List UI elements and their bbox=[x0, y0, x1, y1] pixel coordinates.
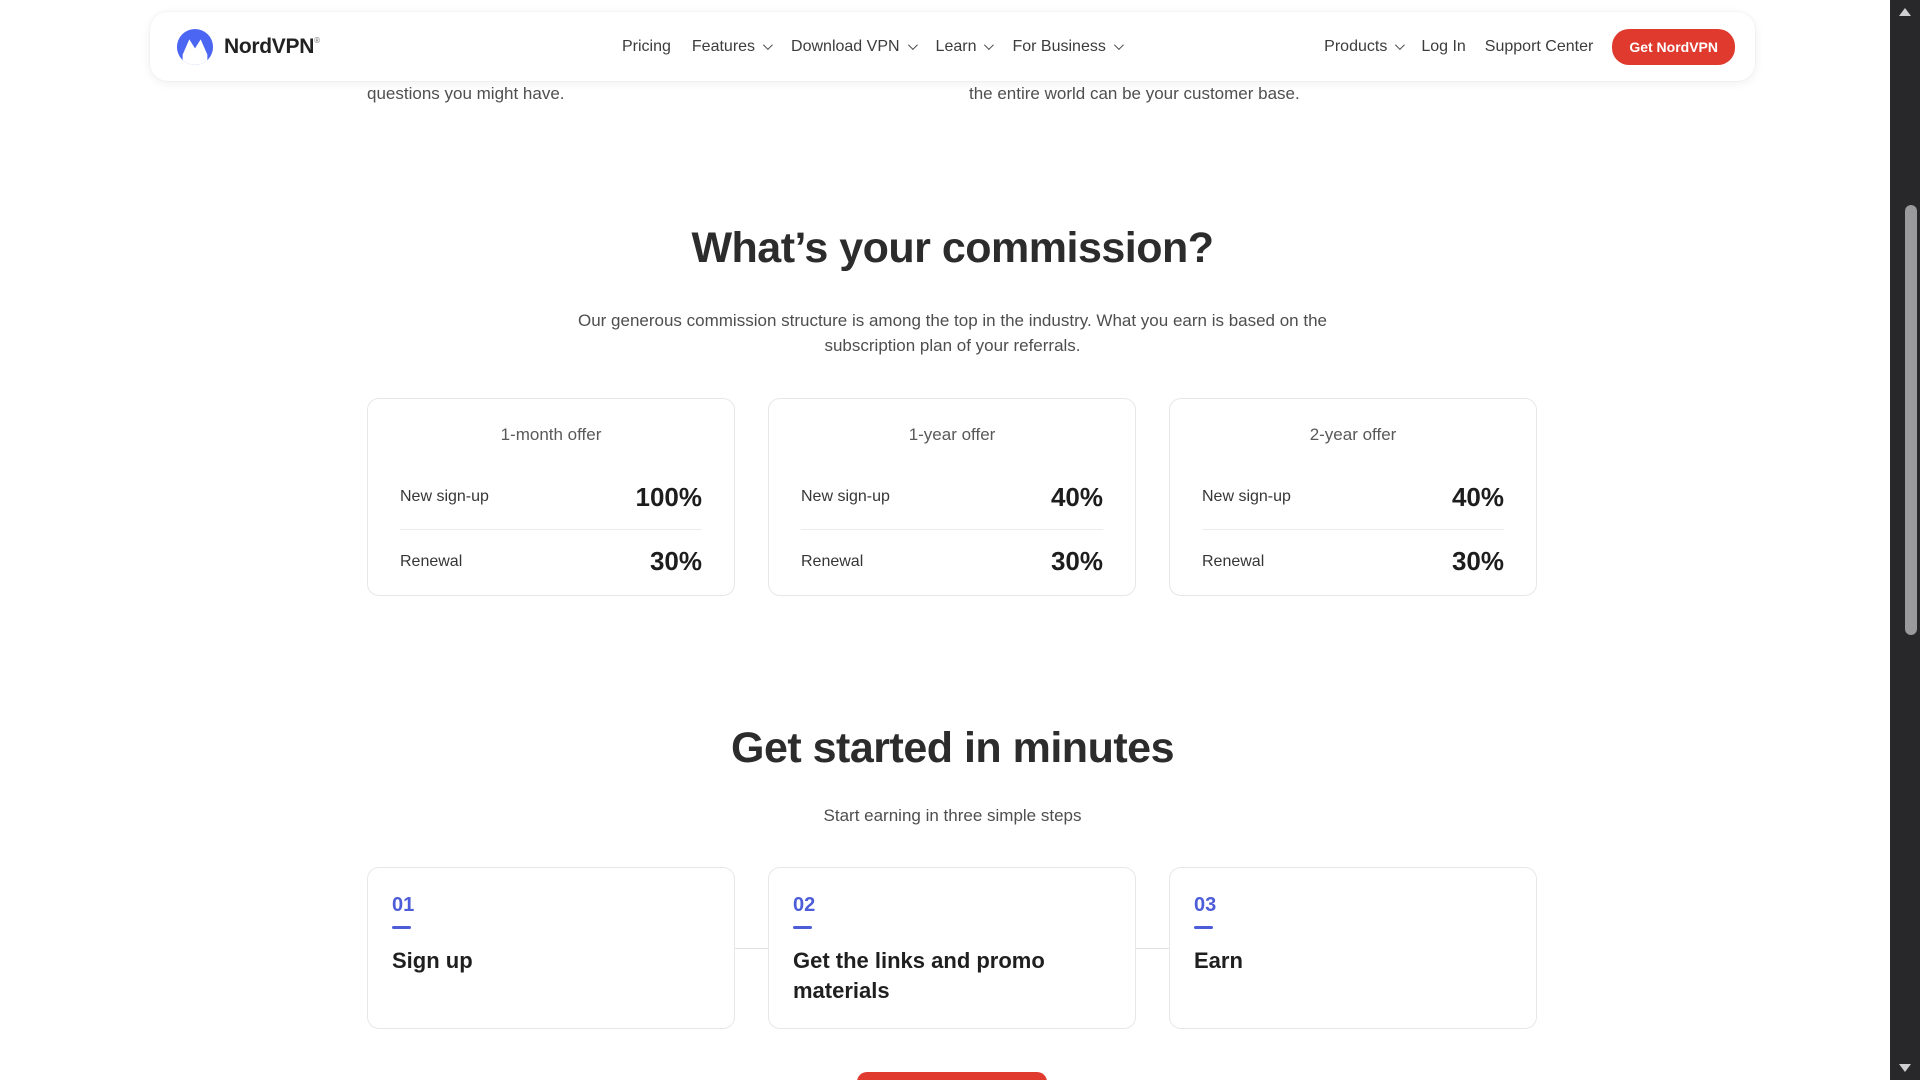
offer-row: Renewal 30% bbox=[400, 529, 702, 593]
nav-label: Pricing bbox=[622, 37, 671, 55]
nav-label: For Business bbox=[1012, 37, 1106, 55]
nav-label: Features bbox=[691, 37, 756, 55]
step-number: 01 bbox=[392, 894, 415, 916]
step-card-earn: 03 Earn bbox=[1169, 867, 1537, 1029]
step-number-underline bbox=[793, 926, 812, 929]
steps-cards-row: 01 Sign up 02 Get the links and promo ma… bbox=[367, 867, 1538, 1029]
previous-section-text-left: questions you might have. bbox=[367, 84, 565, 103]
step-card-sign-up: 01 Sign up bbox=[367, 867, 735, 1029]
steps-section-subtitle: Start earning in three simple steps bbox=[823, 806, 1082, 825]
nav-label: Products bbox=[1324, 37, 1388, 55]
offer-card-1-month: 1-month offer New sign-up 100% Renewal 3… bbox=[367, 398, 735, 596]
vertical-scrollbar[interactable] bbox=[1890, 0, 1920, 1080]
nav-label: Log In bbox=[1421, 37, 1466, 55]
offer-card-2-year: 2-year offer New sign-up 40% Renewal 30% bbox=[1169, 398, 1537, 596]
step-number: 03 bbox=[1194, 894, 1217, 916]
scrollbar-down-arrow-icon[interactable] bbox=[1899, 1064, 1911, 1072]
step-number-underline bbox=[392, 926, 411, 929]
offer-row-label: Renewal bbox=[801, 552, 864, 570]
offer-row-value: 40% bbox=[1050, 481, 1103, 512]
offer-row: New sign-up 40% bbox=[801, 465, 1103, 529]
nav-item-download-vpn[interactable]: Download VPN bbox=[791, 37, 918, 56]
commission-cards-row: 1-month offer New sign-up 100% Renewal 3… bbox=[367, 398, 1538, 596]
step-card-get-links: 02 Get the links and promo materials bbox=[768, 867, 1136, 1029]
offer-row-label: New sign-up bbox=[801, 488, 890, 505]
step-number-underline bbox=[1194, 926, 1213, 929]
step-connector-line bbox=[1136, 948, 1170, 949]
offer-row-label: Renewal bbox=[400, 552, 463, 570]
nav-right-group: Products Log In Support Center Get NordV… bbox=[1324, 12, 1735, 81]
nav-item-features[interactable]: Features bbox=[691, 37, 773, 56]
offer-row: Renewal 30% bbox=[1202, 529, 1504, 593]
step-number: 02 bbox=[793, 894, 816, 916]
offer-row-value: 30% bbox=[649, 546, 702, 576]
nav-label: Support Center bbox=[1484, 37, 1594, 55]
step-title: Get the links and promo materials bbox=[793, 948, 1045, 1003]
nav-label: Learn bbox=[935, 37, 977, 55]
offer-title: 1-year offer bbox=[908, 425, 996, 444]
nav-label: Download VPN bbox=[791, 37, 900, 55]
step-title: Sign up bbox=[392, 948, 473, 973]
offer-row-label: New sign-up bbox=[400, 488, 489, 505]
steps-section-title: Get started in minutes bbox=[731, 724, 1174, 772]
offer-title: 2-year offer bbox=[1309, 425, 1397, 444]
top-navbar: NordVPN® Pricing Features Download VPN L… bbox=[150, 12, 1755, 81]
offer-row: Renewal 30% bbox=[801, 529, 1103, 593]
nordvpn-logo-icon bbox=[176, 28, 214, 65]
step-connector-line bbox=[735, 948, 769, 949]
main-nav-menu: Pricing Features Download VPN Learn For … bbox=[622, 12, 1124, 81]
offer-title: 1-month offer bbox=[500, 425, 602, 444]
nav-item-support-center[interactable]: Support Center bbox=[1485, 38, 1594, 56]
partially-visible-cta-button[interactable] bbox=[857, 1072, 1047, 1080]
commission-section-title: What’s your commission? bbox=[691, 224, 1214, 272]
scrollbar-thumb[interactable] bbox=[1905, 205, 1917, 635]
brand-name: NordVPN® bbox=[224, 34, 320, 58]
nav-item-pricing[interactable]: Pricing bbox=[622, 38, 671, 56]
nav-item-for-business[interactable]: For Business bbox=[1012, 37, 1124, 56]
nav-item-products[interactable]: Products bbox=[1324, 37, 1406, 56]
offer-row-value: 40% bbox=[1451, 481, 1504, 512]
get-nordvpn-button[interactable]: Get NordVPN bbox=[1612, 28, 1735, 65]
offer-row: New sign-up 100% bbox=[400, 465, 702, 529]
previous-section-text-right: the entire world can be your customer ba… bbox=[969, 84, 1300, 103]
offer-row-value: 30% bbox=[1451, 546, 1504, 576]
offer-row-value: 100% bbox=[635, 481, 703, 512]
scrollbar-up-arrow-icon[interactable] bbox=[1899, 8, 1911, 16]
brand-logo[interactable]: NordVPN® bbox=[176, 12, 320, 81]
commission-section-subtitle: Our generous commission structure is amo… bbox=[577, 311, 1327, 355]
offer-card-1-year: 1-year offer New sign-up 40% Renewal 30% bbox=[768, 398, 1136, 596]
step-title: Earn bbox=[1194, 948, 1243, 973]
offer-row-label: Renewal bbox=[1202, 552, 1265, 570]
offer-row: New sign-up 40% bbox=[1202, 465, 1504, 529]
offer-row-value: 30% bbox=[1050, 546, 1103, 576]
nav-item-learn[interactable]: Learn bbox=[935, 37, 995, 56]
nav-item-log-in[interactable]: Log In bbox=[1421, 38, 1465, 56]
page-content: questions you might have. the entire wor… bbox=[367, 0, 1538, 1080]
offer-row-label: New sign-up bbox=[1202, 488, 1291, 505]
